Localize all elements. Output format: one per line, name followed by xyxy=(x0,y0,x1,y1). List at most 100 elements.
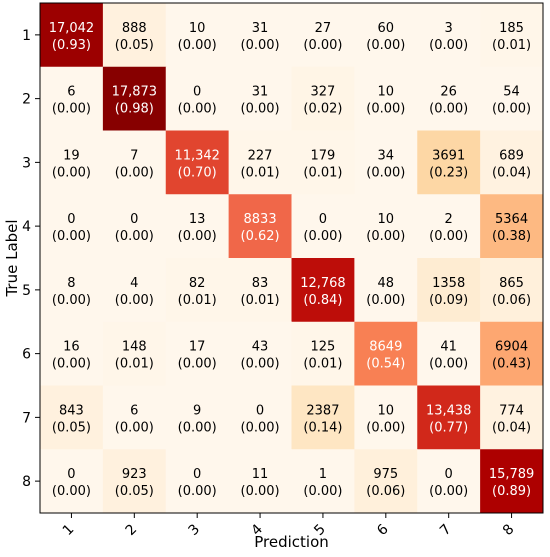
cell-proportion-label: (0.00) xyxy=(492,102,531,117)
cell-proportion-label: (0.00) xyxy=(178,229,217,244)
cell-count-label: 0 xyxy=(319,212,327,227)
heatmap-cell: 11,342 (0.70) xyxy=(165,130,230,195)
cell-count-label: 865 xyxy=(499,276,524,291)
cell-count-label: 16 xyxy=(63,340,80,355)
heatmap-cell-rect xyxy=(354,194,418,259)
heatmap-cell-rect xyxy=(102,130,167,195)
heatmap-cell: 13,438 (0.77) xyxy=(417,385,481,450)
cell-count-label: 5364 xyxy=(495,212,528,227)
heatmap-cell: 17 (0.00) xyxy=(165,321,230,386)
heatmap-cell: 0 (0.00) xyxy=(165,66,230,131)
heatmap-cell: 0 (0.00) xyxy=(417,449,481,514)
cell-proportion-label: (0.00) xyxy=(241,484,280,499)
cell-count-label: 8 xyxy=(67,276,75,291)
cell-proportion-label: (0.43) xyxy=(492,357,531,372)
cell-count-label: 888 xyxy=(122,21,147,36)
cell-count-label: 43 xyxy=(252,340,269,355)
cell-proportion-label: (0.84) xyxy=(303,293,342,308)
cell-count-label: 0 xyxy=(130,212,138,227)
heatmap-cell: 31 (0.00) xyxy=(228,3,292,68)
cell-count-label: 8649 xyxy=(369,340,402,355)
heatmap-cell: 43 (0.00) xyxy=(228,321,292,386)
heatmap-cell: 923 (0.05) xyxy=(102,449,167,514)
cell-proportion-label: (0.00) xyxy=(52,293,91,308)
cell-proportion-label: (0.98) xyxy=(115,102,154,117)
cell-proportion-label: (0.00) xyxy=(241,38,280,53)
heatmap-cell: 0 (0.00) xyxy=(228,385,292,450)
heatmap-cell: 54 (0.00) xyxy=(480,66,544,131)
heatmap-cell-rect xyxy=(228,385,292,450)
heatmap-cell: 4 (0.00) xyxy=(102,258,167,323)
y-tick-label: 3 xyxy=(22,155,31,171)
cell-proportion-label: (0.00) xyxy=(366,165,405,180)
heatmap-cell: 10 (0.00) xyxy=(165,3,230,68)
cell-count-label: 843 xyxy=(59,403,84,418)
cell-proportion-label: (0.00) xyxy=(115,165,154,180)
heatmap-cell: 0 (0.00) xyxy=(165,449,230,514)
heatmap-cell: 27 (0.00) xyxy=(291,3,355,68)
cell-proportion-label: (0.00) xyxy=(115,229,154,244)
cell-proportion-label: (0.01) xyxy=(241,293,280,308)
cell-count-label: 17 xyxy=(189,340,206,355)
heatmap-cell-rect xyxy=(291,449,355,514)
heatmap-cell-rect xyxy=(417,321,481,386)
heatmap-cell: 3 (0.00) xyxy=(417,3,481,68)
x-tick-label: 6 xyxy=(374,521,392,539)
heatmap-cell-rect xyxy=(165,194,230,259)
heatmap-cell: 17,873 (0.98) xyxy=(102,66,167,131)
heatmap-cell-rect xyxy=(291,385,355,450)
cell-proportion-label: (0.01) xyxy=(492,38,531,53)
heatmap-cell-rect xyxy=(480,130,544,195)
heatmap-cell: 60 (0.00) xyxy=(354,3,418,68)
cell-count-label: 923 xyxy=(122,467,147,482)
heatmap-cell-rect xyxy=(102,385,167,450)
heatmap-cell-rect xyxy=(291,3,355,68)
heatmap-cell: 13 (0.00) xyxy=(165,194,230,259)
heatmap-cell-rect xyxy=(354,66,418,131)
cell-count-label: 82 xyxy=(189,276,206,291)
cell-proportion-label: (0.62) xyxy=(241,229,280,244)
cell-proportion-label: (0.00) xyxy=(178,357,217,372)
heatmap-cell: 10 (0.00) xyxy=(354,66,418,131)
cell-count-label: 0 xyxy=(445,467,453,482)
cell-proportion-label: (0.05) xyxy=(115,38,154,53)
heatmap-cell-rect xyxy=(354,3,418,68)
cell-proportion-label: (0.00) xyxy=(429,38,468,53)
heatmap-cell: 11 (0.00) xyxy=(228,449,292,514)
cell-count-label: 9 xyxy=(193,403,201,418)
heatmap-cell: 1 (0.00) xyxy=(291,449,355,514)
cell-proportion-label: (0.04) xyxy=(492,420,531,435)
y-tick-label: 8 xyxy=(22,474,31,490)
plot-frame xyxy=(39,2,544,514)
heatmap-cell-rect xyxy=(40,3,104,68)
cell-proportion-label: (0.00) xyxy=(303,229,342,244)
cell-count-label: 227 xyxy=(248,148,273,163)
heatmap-cell-rect xyxy=(165,385,230,450)
cell-count-label: 26 xyxy=(440,85,457,100)
cell-proportion-label: (0.00) xyxy=(52,165,91,180)
cell-count-label: 327 xyxy=(311,85,336,100)
cell-count-label: 13,438 xyxy=(426,403,472,418)
cell-count-label: 19 xyxy=(63,148,80,163)
x-tick-label: 7 xyxy=(437,521,455,539)
heatmap-cell-rect xyxy=(228,66,292,131)
cell-proportion-label: (0.01) xyxy=(178,293,217,308)
cell-count-label: 975 xyxy=(373,467,398,482)
cell-count-label: 3691 xyxy=(432,148,465,163)
cell-proportion-label: (0.54) xyxy=(366,357,405,372)
cell-count-label: 2 xyxy=(445,212,453,227)
heatmap-cell: 148 (0.01) xyxy=(102,321,167,386)
cell-proportion-label: (0.05) xyxy=(52,420,91,435)
cell-count-label: 13 xyxy=(189,212,206,227)
heatmap-cell-rect xyxy=(480,3,544,68)
cell-count-label: 10 xyxy=(378,85,395,100)
heatmap-cell-rect xyxy=(40,321,104,386)
cell-proportion-label: (0.00) xyxy=(303,484,342,499)
heatmap-cell-rect xyxy=(40,130,104,195)
cell-proportion-label: (0.00) xyxy=(366,293,405,308)
cell-count-label: 31 xyxy=(252,21,269,36)
y-tick-label: 4 xyxy=(22,219,31,235)
cell-count-label: 179 xyxy=(311,148,336,163)
heatmap-cell: 327 (0.02) xyxy=(291,66,355,131)
heatmap-cell: 1358 (0.09) xyxy=(417,258,481,323)
